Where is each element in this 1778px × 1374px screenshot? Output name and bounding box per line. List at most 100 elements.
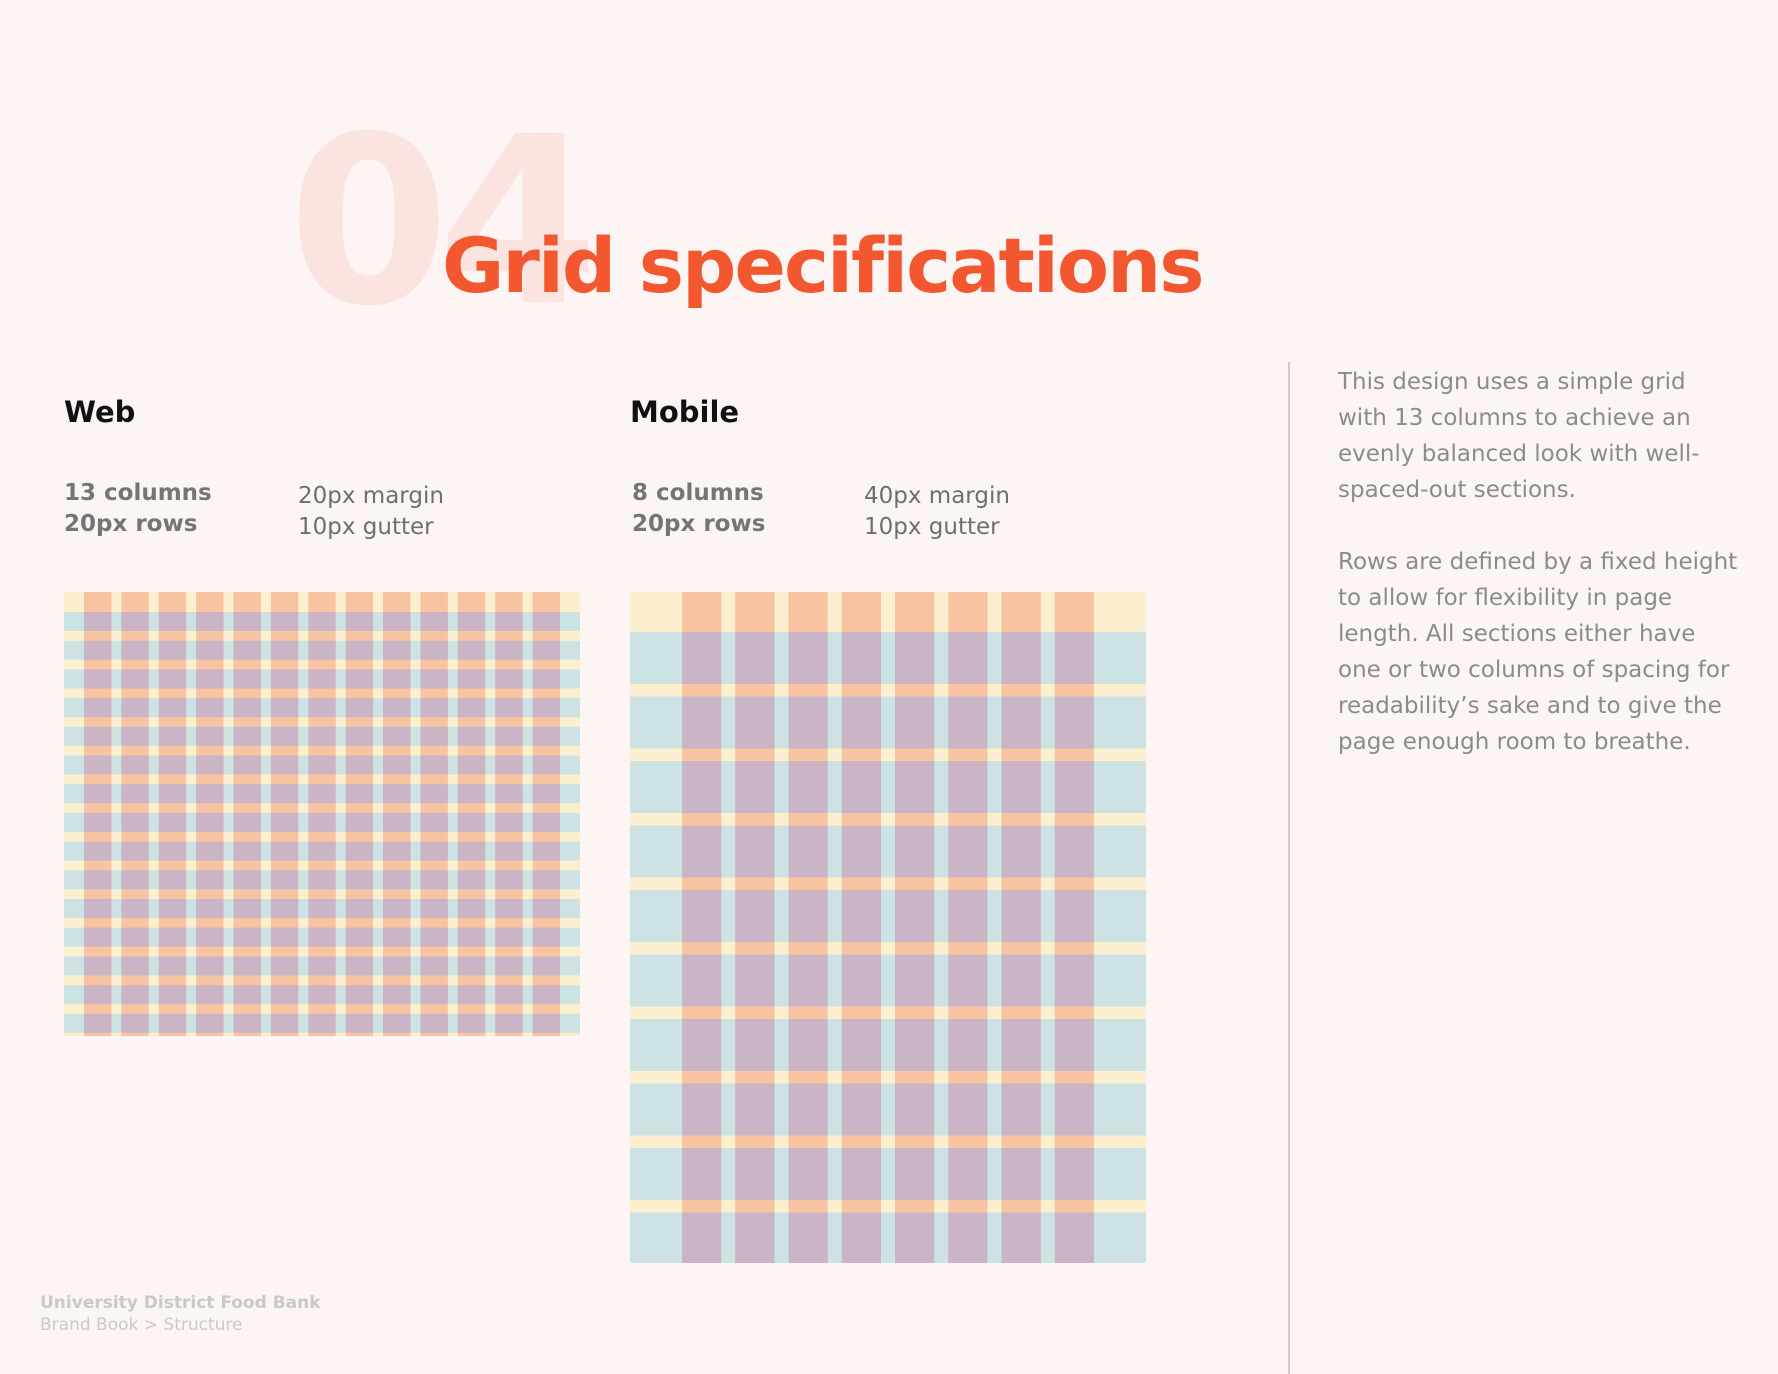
grid-overlap-cell [84,927,112,947]
grid-overlap-cell [948,1148,988,1200]
grid-overlap-cell [735,1212,775,1263]
grid-overlap-cell [383,755,411,775]
grid-overlap-cell [895,1019,935,1071]
grid-overlap-cell [383,812,411,832]
grid-overlap-cell [735,890,775,942]
grid-overlap-cell [121,669,149,689]
grid-overlap-cell [121,784,149,804]
grid-overlap-cell [383,927,411,947]
grid-overlap-cell [84,698,112,718]
grid-overlap-cell [948,696,988,749]
grid-overlap-cell [895,696,935,749]
grid-overlap-cell [532,927,560,947]
grid-overlap-cell [457,726,486,746]
grid-overlap-cell [121,812,149,832]
description-paragraph-1: This design uses a simple grid with 13 c… [1338,369,1700,503]
grid-overlap-cell [457,669,486,689]
mobile-rows-label: 20px rows [632,511,766,537]
grid-overlap-cell [233,669,261,689]
grid-overlap-cell [1001,761,1041,813]
grid-overlap-cell [841,1019,881,1071]
grid-overlap-cell [270,669,299,689]
grid-overlap-cell [345,669,374,689]
grid-overlap-cell [158,956,187,976]
grid-overlap-cell [788,890,828,942]
grid-overlap-cell [84,784,112,804]
grid-overlap-cell [383,956,411,976]
grid-overlap-cell [121,640,149,660]
grid-overlap-cell [948,1083,988,1136]
grid-overlap-cell [495,956,523,976]
grid-overlap-cell [420,927,448,947]
grid-overlap-cell [345,698,374,718]
section-number: 04 [288,87,599,357]
grid-overlap-cell [383,669,411,689]
web-rows-label: 20px rows [64,511,198,537]
grid-overlap-cell [233,612,261,631]
grid-overlap-cell [196,726,224,746]
grid-overlap-cell [735,761,775,813]
grid-overlap-cell [735,1019,775,1071]
grid-overlap-cell [270,755,299,775]
grid-overlap-cell [84,612,112,631]
grid-overlap-cell [158,927,187,947]
mobile-column-row-spec: 8 columns 20px rows [632,478,765,540]
grid-overlap-cell [682,890,722,942]
grid-overlap-cell [682,632,722,684]
grid-overlap-cell [121,985,149,1005]
grid-overlap-cell [383,784,411,804]
grid-overlap-cell [158,640,187,660]
grid-overlap-cell [345,985,374,1005]
grid-overlap-cell [495,841,523,861]
grid-overlap-cell [682,825,722,878]
grid-overlap-cell [345,640,374,660]
grid-overlap-cell [532,1013,560,1033]
grid-overlap-cell [196,870,224,890]
grid-overlap-cell [233,640,261,660]
grid-overlap-cell [788,1019,828,1071]
grid-overlap-cell [532,870,560,890]
grid-overlap-cell [1054,825,1094,878]
vertical-divider [1288,362,1290,1374]
grid-overlap-cell [788,1083,828,1136]
grid-overlap-cell [420,870,448,890]
grid-overlap-cell [841,954,881,1007]
grid-overlap-cell [196,812,224,832]
grid-overlap-cell [84,956,112,976]
grid-overlap-cell [158,870,187,890]
grid-overlap-cell [84,870,112,890]
grid-overlap-cell [1054,761,1094,813]
grid-overlap-cell [841,632,881,684]
grid-overlap-cell [158,612,187,631]
grid-overlap-cell [270,956,299,976]
grid-overlap-cell [270,870,299,890]
grid-overlap-cell [345,1013,374,1033]
grid-overlap-cell [345,812,374,832]
grid-overlap-cell [1054,1019,1094,1071]
grid-overlap-cell [457,1013,486,1033]
grid-overlap-cell [345,755,374,775]
grid-overlap-cell [895,632,935,684]
grid-overlap-cell [532,985,560,1005]
grid-overlap-cell [270,784,299,804]
grid-overlap-cell [84,726,112,746]
grid-overlap-cell [345,841,374,861]
grid-overlap-cell [158,812,187,832]
grid-overlap-cell [233,755,261,775]
grid-overlap-cell [495,755,523,775]
grid-overlap-cell [270,812,299,832]
grid-overlap-cell [84,841,112,861]
mobile-heading: Mobile [630,395,740,429]
grid-overlap-cell [948,1019,988,1071]
grid-overlap-cell [308,755,336,775]
grid-overlap-cell [420,755,448,775]
grid-overlap-cell [121,956,149,976]
grid-overlap-cell [308,698,336,718]
grid-overlap-cell [495,612,523,631]
grid-overlap-cell [735,1148,775,1200]
grid-overlap-cell [420,612,448,631]
grid-overlap-cell [1054,1083,1094,1136]
grid-overlap-cell [383,726,411,746]
grid-overlap-cell [895,1148,935,1200]
grid-overlap-cell [233,870,261,890]
